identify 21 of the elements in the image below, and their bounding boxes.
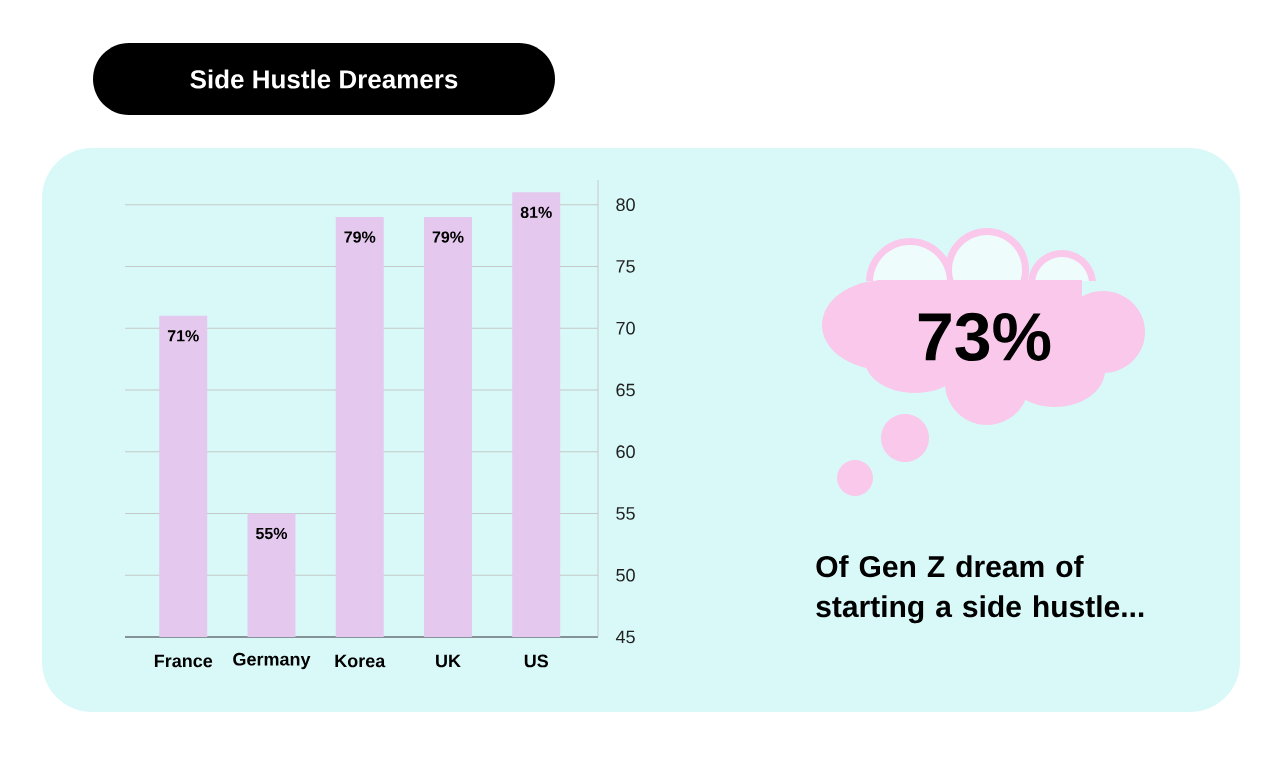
y-tick-label: 70 — [616, 321, 635, 335]
y-tick-label: 80 — [616, 198, 635, 212]
y-tick-label: 55 — [616, 507, 635, 520]
text: Of Gen Z dream of starting a side hustle... — [816, 555, 1144, 624]
data-label: 71% — [167, 330, 199, 342]
y-tick-label: 60 — [616, 445, 635, 459]
x-tick-label: UK — [436, 654, 461, 668]
chart-title: Side Hustle Dreamers — [190, 69, 458, 89]
data-label: 79% — [432, 231, 464, 243]
y-tick-label: 65 — [616, 383, 635, 397]
x-tick-label: France — [154, 654, 213, 668]
y-tick-label: 75 — [616, 260, 635, 273]
data-label: 55% — [255, 527, 288, 540]
x-tick-label: Korea — [335, 654, 386, 668]
x-tick-label: Germany — [233, 652, 311, 670]
y-tick-label: 45 — [615, 630, 635, 644]
text: 73% — [918, 312, 1051, 362]
y-tick-label: 50 — [616, 568, 635, 582]
x-tick-label: US — [524, 654, 549, 668]
data-label: 79% — [344, 231, 376, 243]
data-label: 81% — [520, 206, 552, 219]
